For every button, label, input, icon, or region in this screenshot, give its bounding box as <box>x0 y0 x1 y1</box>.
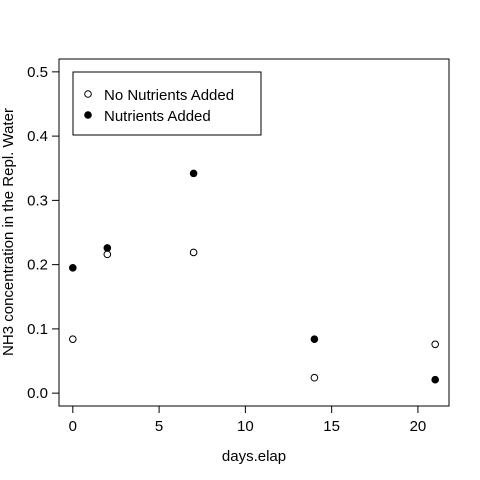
x-tick-label: 15 <box>323 418 340 435</box>
x-tick-label: 0 <box>69 418 77 435</box>
x-axis-label: days.elap <box>222 448 286 465</box>
y-tick-label: 0.4 <box>27 128 48 145</box>
data-point-no-nutrients <box>189 248 198 257</box>
x-tick-label: 5 <box>155 418 163 435</box>
y-tick-label: 0.1 <box>27 321 48 338</box>
data-point-no-nutrients <box>431 340 439 349</box>
data-point-no-nutrients <box>103 250 112 259</box>
data-point-nutrients-added <box>431 375 439 384</box>
legend-label-nutrients: Nutrients Added <box>104 108 211 125</box>
x-axis: 0 5 10 15 20 <box>69 405 427 435</box>
data-point-nutrients-added <box>310 335 319 343</box>
legend-label-no-nutrients: No Nutrients Added <box>104 87 234 104</box>
data-point-no-nutrients <box>69 335 77 343</box>
legend-marker-filled-circle <box>84 111 92 119</box>
data-point-nutrients-added <box>69 264 77 272</box>
y-tick-label: 0.3 <box>27 192 48 209</box>
legend: No Nutrients Added Nutrients Added <box>72 71 262 136</box>
data-point-nutrients-added <box>103 244 112 252</box>
y-axis-label: NH3 concentration in the Repl. Water <box>0 108 17 356</box>
y-tick-label: 0.2 <box>27 257 48 274</box>
legend-marker-open-circle <box>84 90 92 98</box>
y-tick-label: 0.0 <box>27 385 48 402</box>
x-tick-label: 20 <box>410 418 427 435</box>
data-point-nutrients-added <box>189 169 198 178</box>
data-point-no-nutrients <box>310 373 319 382</box>
y-axis: 0.0 0.1 0.2 0.3 0.4 0.5 <box>27 64 60 402</box>
data-points <box>69 169 439 384</box>
y-tick-label: 0.5 <box>27 64 48 81</box>
legend-box <box>72 71 262 136</box>
x-tick-label: 10 <box>237 418 254 435</box>
